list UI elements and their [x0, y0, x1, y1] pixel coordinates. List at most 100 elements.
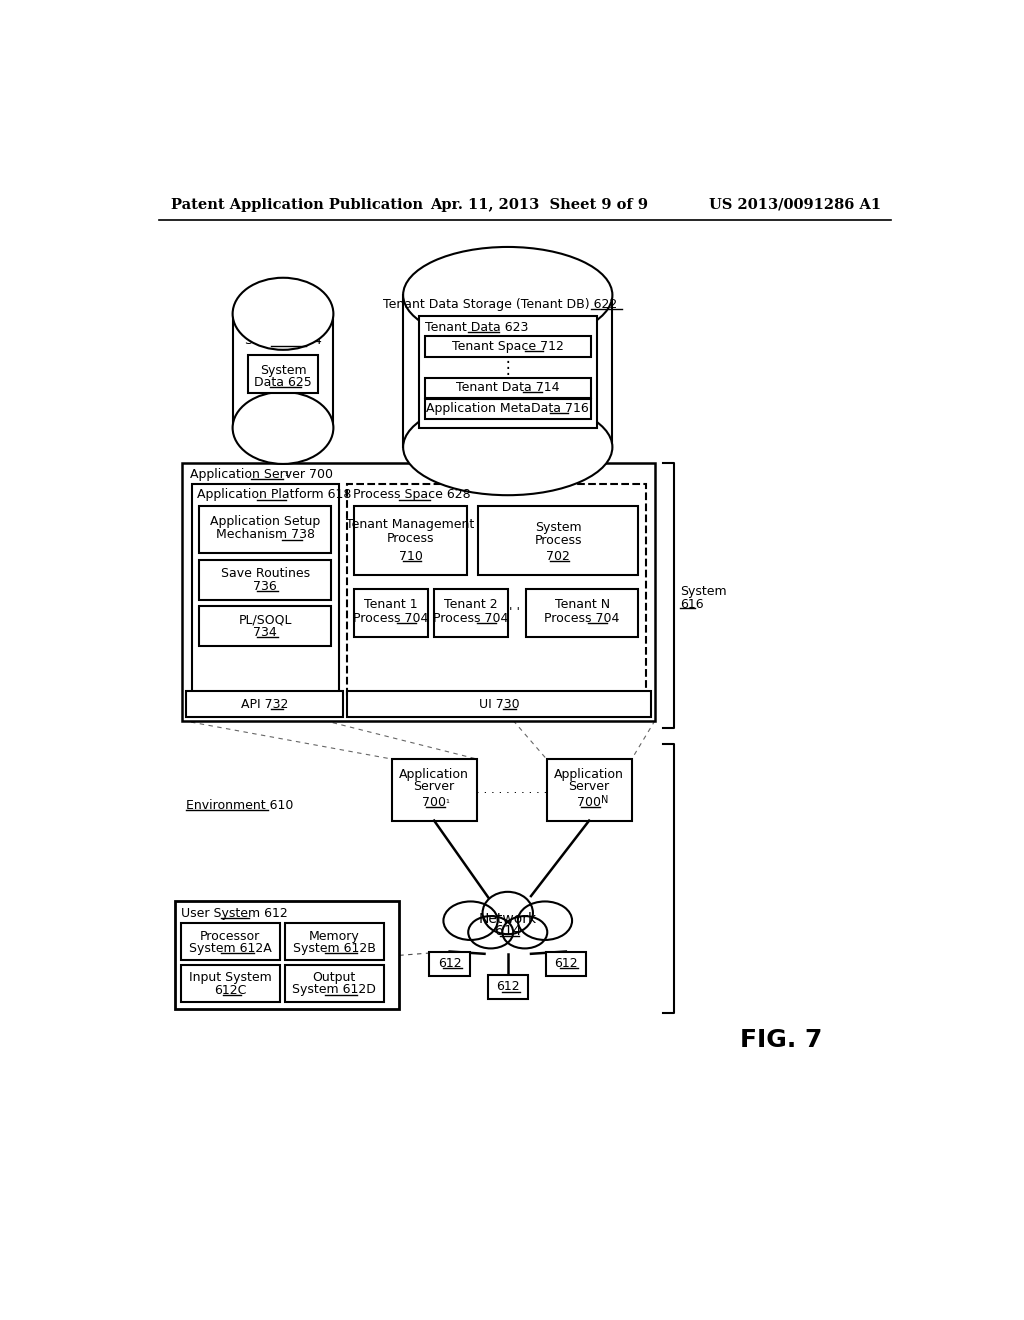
Bar	[186, 692, 343, 717]
Text: 612: 612	[438, 957, 462, 970]
Text: Tenant Space 712: Tenant Space 712	[452, 339, 563, 352]
Text: Tenant Management: Tenant Management	[346, 517, 474, 531]
Text: Application Platform 618: Application Platform 618	[197, 488, 351, 502]
Text: Tenant N: Tenant N	[555, 598, 609, 611]
Text: Output: Output	[312, 972, 355, 985]
Text: 616: 616	[680, 598, 703, 611]
Text: Process 704: Process 704	[545, 611, 620, 624]
Bar	[429, 952, 470, 977]
Text: System 612B: System 612B	[293, 942, 376, 954]
Text: System: System	[680, 585, 726, 598]
Text: 614: 614	[495, 924, 521, 939]
Bar	[346, 692, 651, 717]
Text: ₁: ₁	[284, 467, 289, 478]
Text: 612C: 612C	[214, 983, 247, 997]
Text: 700: 700	[422, 796, 446, 809]
Bar	[285, 965, 384, 1002]
Bar	[487, 974, 528, 999]
Text: N: N	[601, 795, 608, 805]
Text: ' ' ': ' ' '	[509, 606, 527, 619]
Ellipse shape	[468, 916, 513, 948]
Text: 702: 702	[546, 550, 570, 564]
Bar	[419, 317, 597, 428]
Text: UI 730: UI 730	[478, 698, 519, 711]
Bar	[200, 560, 331, 599]
Text: Tenant Data 714: Tenant Data 714	[456, 381, 559, 395]
Text: Application Server 700: Application Server 700	[190, 469, 333, 482]
Text: Input System: Input System	[188, 972, 271, 985]
Ellipse shape	[232, 277, 334, 350]
Text: Process: Process	[387, 532, 434, 545]
Text: User System 612: User System 612	[180, 907, 288, 920]
Text: Application: Application	[399, 768, 469, 781]
Bar	[180, 923, 280, 960]
Text: Processor: Processor	[200, 929, 260, 942]
Text: Server: Server	[568, 780, 609, 793]
Ellipse shape	[232, 392, 334, 463]
Text: Mechanism 738: Mechanism 738	[216, 528, 314, 541]
Bar	[403, 294, 612, 447]
Bar	[547, 759, 632, 821]
Ellipse shape	[403, 247, 612, 343]
Text: Tenant Data 623: Tenant Data 623	[425, 321, 528, 334]
Text: System: System	[535, 520, 582, 533]
Ellipse shape	[503, 916, 547, 948]
Text: Application MetaData 716: Application MetaData 716	[426, 403, 589, 416]
Ellipse shape	[518, 902, 572, 940]
Bar	[174, 902, 399, 1010]
Text: Application Setup: Application Setup	[210, 515, 321, 528]
Text: 612: 612	[496, 981, 519, 994]
Text: Network: Network	[478, 912, 537, 927]
Bar	[232, 314, 334, 428]
Text: US 2013/0091286 A1: US 2013/0091286 A1	[710, 198, 882, 211]
Bar	[182, 462, 655, 721]
Bar	[391, 759, 477, 821]
Bar	[191, 484, 339, 698]
Text: Server: Server	[414, 780, 455, 793]
Text: 710: 710	[398, 550, 423, 564]
Text: Process 704: Process 704	[353, 611, 429, 624]
Text: System 612A: System 612A	[188, 942, 271, 954]
Bar	[526, 589, 638, 636]
Ellipse shape	[482, 892, 532, 935]
Text: FIG. 7: FIG. 7	[740, 1028, 822, 1052]
Bar	[248, 355, 317, 393]
Bar	[346, 484, 646, 698]
Text: Environment 610: Environment 610	[186, 799, 294, 812]
Bar	[180, 965, 280, 1002]
Text: ₁: ₁	[445, 795, 450, 805]
Text: API 732: API 732	[241, 698, 288, 711]
Text: Save Routines: Save Routines	[220, 566, 309, 579]
Text: System Data: System Data	[243, 321, 324, 334]
Bar	[354, 589, 428, 636]
Ellipse shape	[443, 902, 498, 940]
Bar	[478, 506, 638, 576]
Bar	[200, 506, 331, 553]
Text: Tenant 1: Tenant 1	[365, 598, 418, 611]
Text: Tenant 2: Tenant 2	[444, 598, 498, 611]
Text: Process 704: Process 704	[433, 611, 509, 624]
Text: System 612D: System 612D	[292, 983, 376, 997]
Text: Application: Application	[554, 768, 624, 781]
Ellipse shape	[403, 399, 612, 495]
Text: Process Space 628: Process Space 628	[352, 488, 470, 502]
Text: . . . . . . . . . .: . . . . . . . . . .	[476, 783, 547, 796]
Bar	[434, 589, 508, 636]
Text: Apr. 11, 2013  Sheet 9 of 9: Apr. 11, 2013 Sheet 9 of 9	[430, 198, 648, 211]
Text: Patent Application Publication: Patent Application Publication	[171, 198, 423, 211]
Text: Tenant Data Storage (Tenant DB) 622: Tenant Data Storage (Tenant DB) 622	[383, 298, 617, 312]
Text: 612: 612	[554, 957, 578, 970]
Text: 700: 700	[578, 796, 601, 809]
Bar	[546, 952, 586, 977]
Text: Data 625: Data 625	[254, 376, 312, 389]
Bar	[425, 399, 591, 418]
Text: ⋮: ⋮	[500, 359, 516, 376]
Text: Storage 624: Storage 624	[245, 334, 322, 347]
Text: System: System	[260, 363, 306, 376]
Bar	[200, 606, 331, 645]
Bar	[425, 335, 591, 358]
Text: Memory: Memory	[309, 929, 359, 942]
Bar	[425, 378, 591, 397]
Text: PL/SOQL: PL/SOQL	[239, 612, 292, 626]
Bar	[354, 506, 467, 576]
